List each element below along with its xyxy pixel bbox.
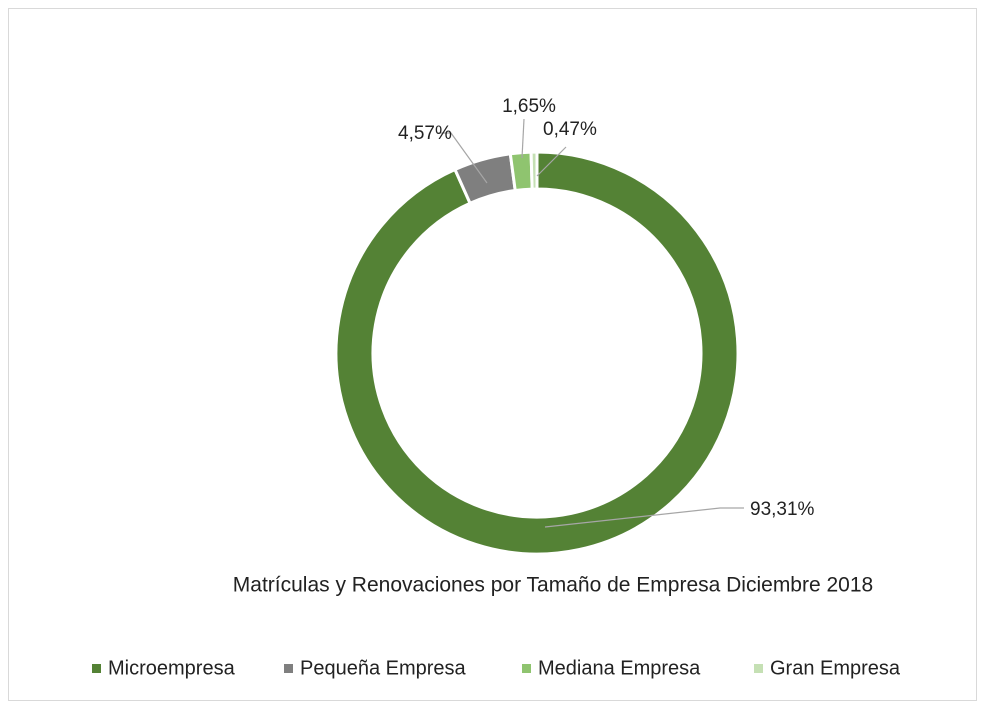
- leader-line: [521, 118, 525, 159]
- legend-swatch: [522, 664, 531, 673]
- legend-swatch: [284, 664, 293, 673]
- legend-label: Pequeña Empresa: [300, 657, 467, 679]
- legend-swatch: [92, 664, 101, 673]
- donut-slice: [529, 150, 539, 191]
- leader-line: [536, 146, 567, 177]
- data-label: 4,57%: [398, 123, 452, 144]
- chart-border: [8, 8, 977, 701]
- legend-swatch: [754, 664, 763, 673]
- legend-label: Mediana Empresa: [538, 657, 701, 679]
- legend-label: Microempresa: [108, 657, 236, 679]
- leader-line: [544, 507, 744, 528]
- data-label: 93,31%: [750, 499, 815, 520]
- legend-label: Gran Empresa: [770, 657, 901, 679]
- data-label: 1,65%: [502, 96, 556, 117]
- chart-title: Matrículas y Renovaciones por Tamaño de …: [233, 574, 873, 597]
- donut-slice: [334, 150, 740, 556]
- leader-line: [437, 132, 488, 184]
- data-label: 0,47%: [543, 119, 597, 140]
- donut-slice: [508, 150, 534, 193]
